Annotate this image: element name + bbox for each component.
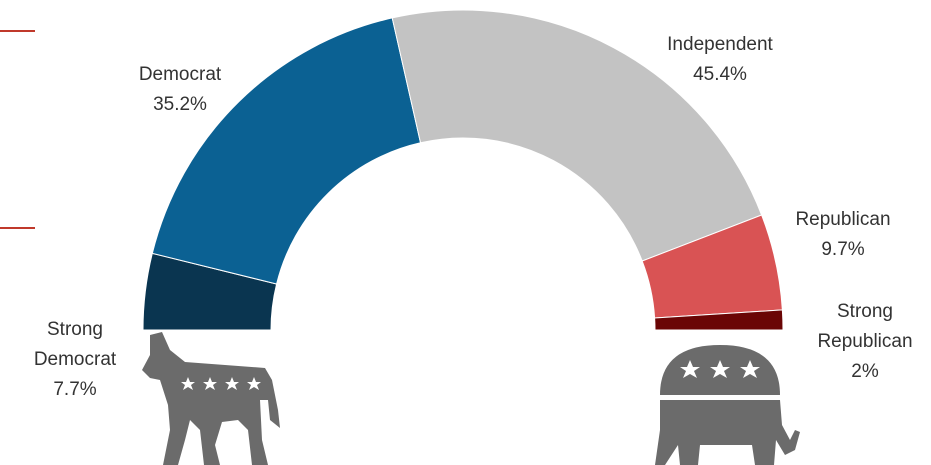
segment-label: Strong Republican 2%	[800, 297, 930, 387]
category-label: Strong Democrat	[33, 319, 117, 370]
segment-label: Democrat 35.2%	[115, 60, 245, 120]
segment	[391, 9, 763, 262]
value-label: 7.7%	[53, 379, 97, 400]
category-label: Strong Republican	[817, 301, 913, 352]
value-label: 2%	[851, 361, 879, 382]
segment	[151, 17, 422, 285]
donkey-icon	[142, 332, 280, 465]
category-label: Republican	[795, 209, 891, 230]
segment	[654, 309, 784, 331]
value-label: 35.2%	[153, 94, 207, 115]
value-label: 45.4%	[693, 64, 747, 85]
segment-label: Strong Democrat 7.7%	[10, 315, 140, 405]
category-label: Democrat	[138, 64, 222, 85]
category-label: Independent	[667, 34, 773, 55]
segment-label: Independent 45.4%	[655, 30, 785, 90]
segment-label: Republican 9.7%	[778, 205, 908, 265]
elephant-icon	[655, 345, 800, 465]
value-label: 9.7%	[821, 239, 865, 260]
